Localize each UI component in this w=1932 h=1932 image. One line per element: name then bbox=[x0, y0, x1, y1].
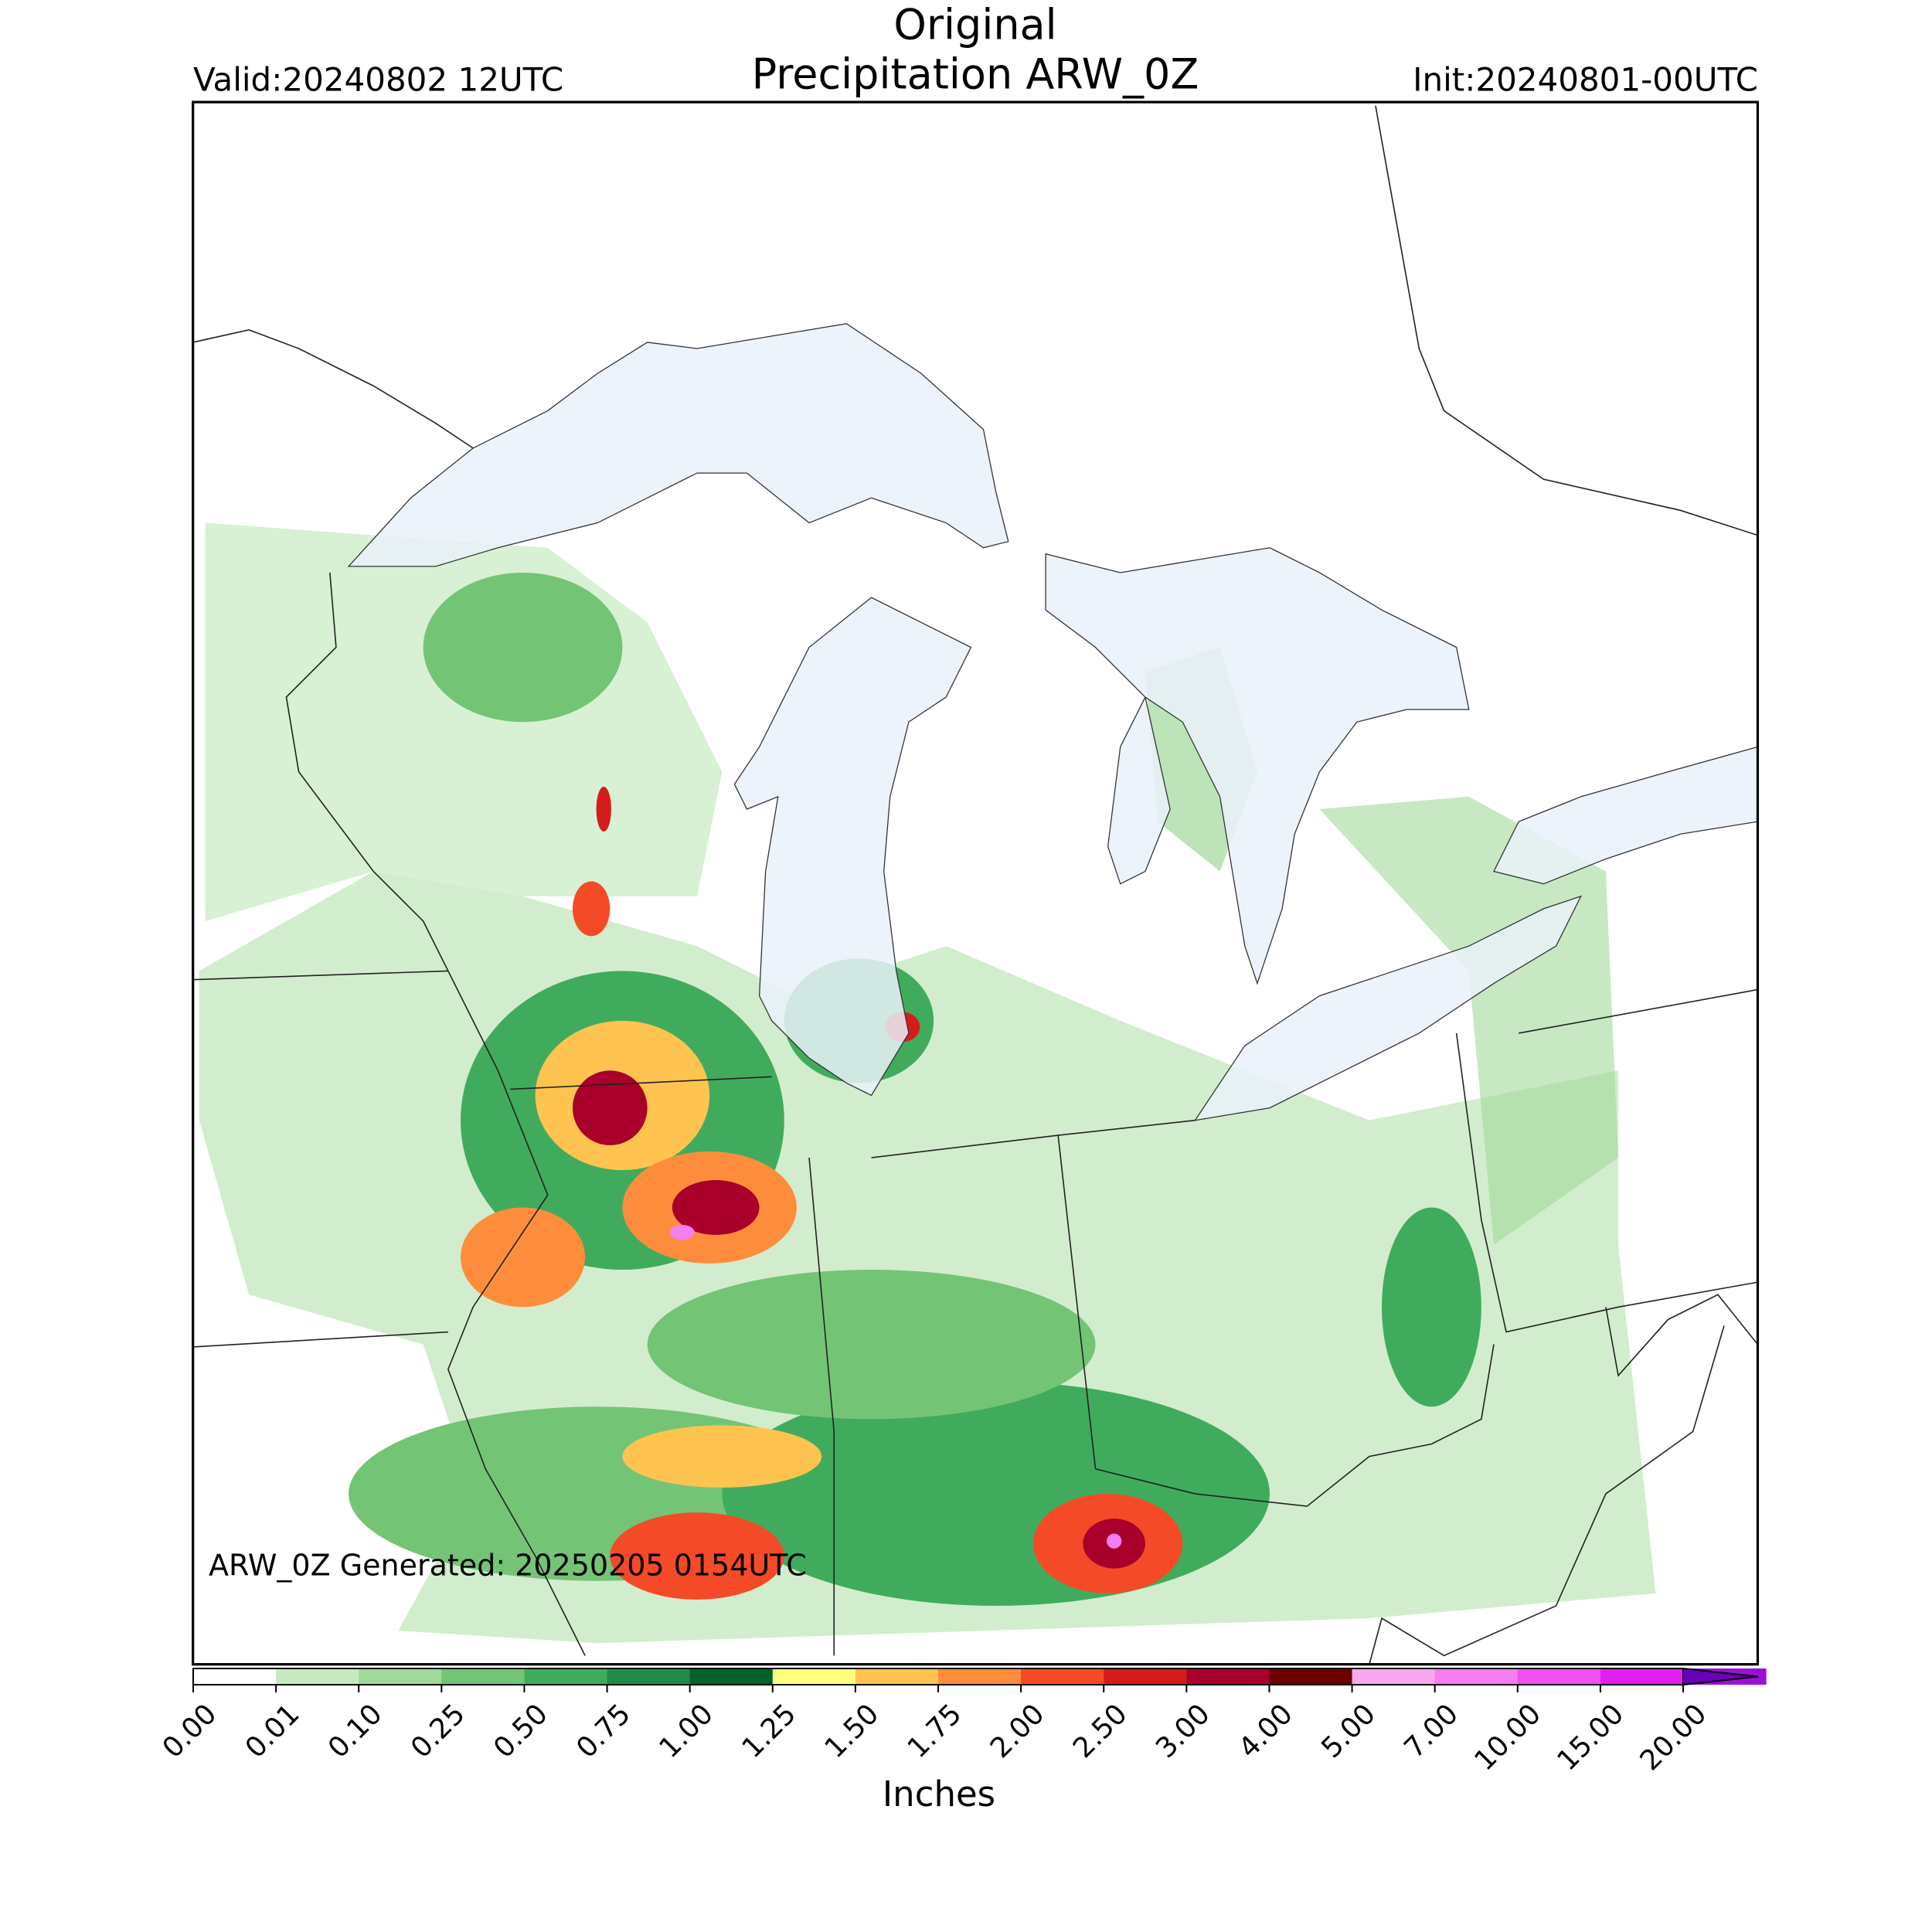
colorbar-segment bbox=[689, 1668, 774, 1685]
init-time: Init:20240801-00UTC bbox=[1413, 61, 1758, 99]
precipitation-field bbox=[199, 522, 1656, 1644]
colorbar-segment bbox=[938, 1668, 1022, 1685]
colorbar-segment bbox=[1600, 1668, 1684, 1685]
boundaries bbox=[192, 105, 1758, 1665]
generated-note: ARW_0Z Generated: 20250205 0154UTC bbox=[209, 1549, 807, 1583]
colorbar-segment bbox=[1186, 1668, 1270, 1685]
subtitle: Precipitation ARW_0Z bbox=[752, 50, 1199, 99]
colorbar-segment bbox=[1269, 1668, 1353, 1685]
colorbar-segment bbox=[607, 1668, 691, 1685]
colorbar-segment bbox=[1021, 1668, 1104, 1685]
colorbar-segment bbox=[1434, 1668, 1519, 1685]
title: Original bbox=[893, 1, 1056, 49]
colorbar-segment bbox=[524, 1668, 608, 1685]
valid-time: Valid:20240802 12UTC bbox=[193, 61, 563, 99]
lakes bbox=[347, 323, 1758, 1121]
colorbar-segment bbox=[1517, 1668, 1601, 1685]
colorbar-label: Inches bbox=[883, 1774, 995, 1815]
colorbar-segment bbox=[855, 1668, 939, 1685]
colorbar-segment bbox=[772, 1668, 856, 1685]
colorbar-segment bbox=[1352, 1668, 1436, 1685]
colorbar-segment bbox=[193, 1668, 277, 1685]
colorbar-segment bbox=[359, 1668, 442, 1685]
colorbar-segment bbox=[1104, 1668, 1187, 1685]
map bbox=[192, 100, 1760, 1666]
colorbar-segment bbox=[441, 1668, 525, 1685]
map-content bbox=[192, 105, 1758, 1665]
map-frame bbox=[192, 100, 1760, 1666]
colorbar-segment bbox=[276, 1668, 359, 1685]
